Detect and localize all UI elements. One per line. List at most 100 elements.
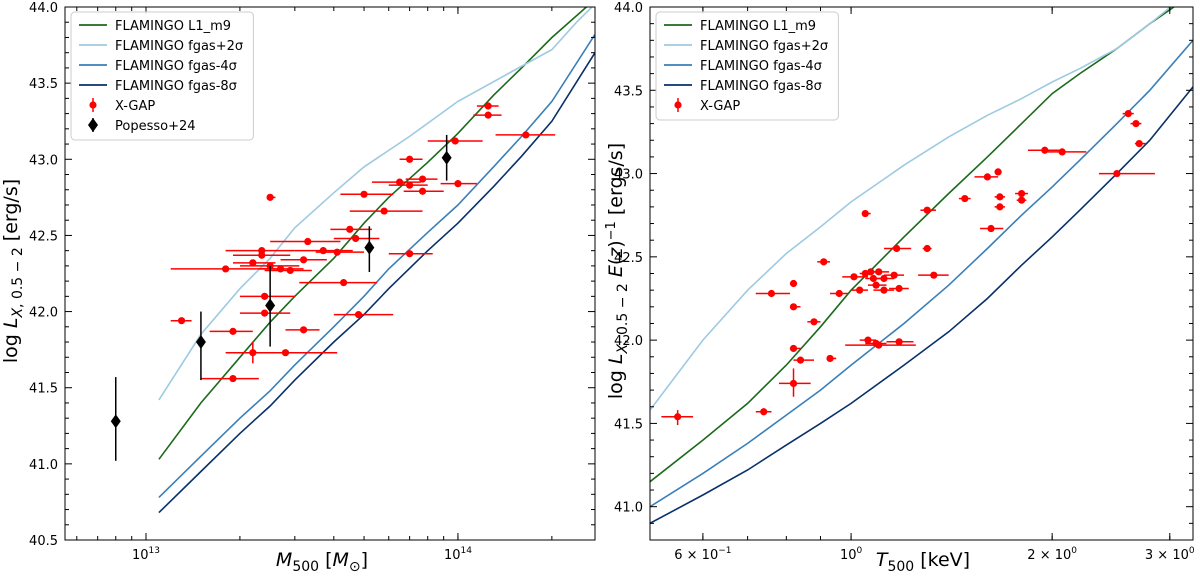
circle-marker [994,168,1002,176]
circle-marker [760,408,768,416]
left-y-tick-label: 44.0 [29,1,58,16]
right-x-tick-label: 3 × 100 [1145,546,1195,563]
legend-label: FLAMINGO fgas+2σ [700,39,828,54]
circle-marker [810,318,818,326]
right-y-tick-label: 42.5 [614,251,643,266]
circle-marker [276,265,285,273]
circle-marker [850,273,858,281]
right-xgap-point [889,284,909,293]
left-xgap-point [330,225,372,233]
left-y-tick-label: 42.5 [29,229,58,244]
left-xgap-point [270,237,341,246]
right-legend-item: X-GAP [674,98,740,114]
left-popesso-point [110,377,121,461]
circle-marker [1058,148,1066,156]
circle-marker [872,281,880,289]
left-xgap-point [209,327,253,335]
left-xgap-point [440,180,477,188]
right-xgap-point [826,354,837,363]
left-legend-item: FLAMINGO fgas-4σ [79,59,237,74]
right-xgap-point [842,273,868,281]
right-x-tick-label: 2 × 100 [1027,546,1077,563]
circle-marker [893,244,901,253]
circle-marker [340,279,348,287]
left-xgap-point [246,349,338,357]
right-y-tick-label: 43.0 [614,168,643,183]
right-xgap-point [920,206,936,214]
legend-diamond-marker [88,118,98,132]
legend-label: FLAMINGO fgas-4σ [700,59,822,74]
left-xgap-point [403,187,444,195]
circle-marker [304,237,312,246]
left-xgap-point [476,102,499,110]
diamond-marker [441,150,452,165]
right-y-axis-label: log LX, 0.5 − 2 E(z)−1 [ergs/s] [604,143,631,399]
circle-marker [996,193,1004,201]
circle-marker [249,259,257,267]
left-x-tick-label: 1013 [132,546,160,563]
right-xgap-point [918,271,949,279]
left-xgap-point [170,317,192,325]
circle-marker [1135,139,1143,148]
right-xgap-point [851,286,868,294]
right-xgap-point [830,289,849,298]
diamond-marker [364,240,375,255]
legend-label: FLAMINGO fgas-8σ [115,79,237,94]
right-xgap-point [817,258,831,266]
diamond-marker [195,335,206,350]
circle-marker [996,203,1004,211]
left-y-tick-label: 42.0 [29,306,58,321]
left-x-tick-label: 1014 [444,546,472,563]
right-xgap-point [958,194,971,203]
right-xgap-point [789,279,798,288]
circle-marker [522,131,530,139]
left-legend-item: FLAMINGO fgas-8σ [79,79,237,94]
right-xgap-point [859,336,877,344]
circle-marker [395,178,404,186]
right-xgap-point [980,224,1004,233]
circle-marker [380,207,388,215]
circle-marker [258,251,266,259]
legend-circle-marker [674,101,682,109]
circle-marker [406,181,414,189]
circle-marker [820,258,828,266]
right-xgap-point [873,274,895,283]
circle-marker [406,155,414,163]
left-axes-frame [64,6,596,541]
circle-marker [880,274,888,283]
right-legend-item: FLAMINGO L1_m9 [664,19,816,34]
circle-marker [261,309,269,317]
left-y-tick-label: 41.5 [29,382,58,397]
right-legend-item: FLAMINGO fgas+2σ [664,39,828,54]
left-popesso-point [364,226,375,272]
left-series-line-1 [158,7,594,401]
legend-label: FLAMINGO fgas+2σ [115,39,243,54]
legend-circle-marker [89,101,97,109]
circle-marker [177,317,186,325]
circle-marker [354,311,363,319]
right-xgap-point [661,410,694,426]
right-xgap-point [807,318,821,326]
left-plot-area: 40.5 41.0 41.5 42.0 42.5 43.0 43.5 44.0 1013 1014… [29,1,596,563]
circle-marker [826,354,834,363]
right-xgap-point [845,341,916,349]
circle-marker [319,247,327,255]
right-panel: 41.0 41.5 42.0 42.5 43.0 43.5 44.0 6 × 10−1 100 2… [604,1,1195,575]
right-legend-box [655,11,839,121]
left-xgap-point [427,137,483,145]
circle-marker [266,193,274,201]
circle-marker [346,225,354,233]
left-xgap-point [315,248,365,256]
left-xgap-point [200,374,259,383]
right-x-axis-label: T500 [keV] [876,549,970,575]
circle-marker [1132,119,1140,128]
circle-marker [352,234,360,243]
right-y-tick-label: 41.0 [614,501,643,516]
left-xgap-point [232,251,291,259]
left-popesso-point [265,265,276,347]
circle-marker [789,344,798,353]
right-xgap-point [870,268,890,276]
left-xgap-point [473,111,502,119]
left-xgap-point [340,190,394,198]
circle-marker [674,413,682,421]
